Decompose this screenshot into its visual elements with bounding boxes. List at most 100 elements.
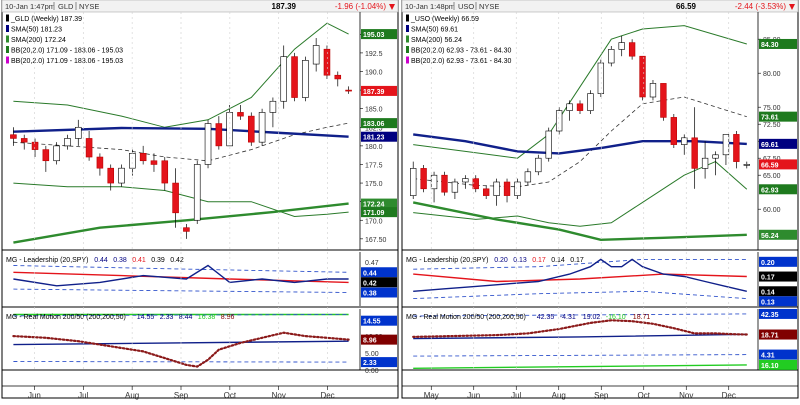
bb-middle-line (13, 122, 349, 162)
real-motion-legend-value: 18.71 (633, 314, 651, 321)
leadership-badge: 0.42 (361, 277, 397, 288)
price-badge: 183.06 (361, 118, 397, 129)
price-badge: 56.24 (759, 229, 797, 240)
price-tick-label: 60.00 (763, 207, 781, 214)
x-tick-label: Dec (722, 391, 736, 400)
leadership-ratio-line (413, 258, 747, 292)
real-motion-badge-bg (759, 359, 797, 370)
leadership-badge: 0.44 (361, 267, 397, 278)
real-motion-badge-bg (361, 334, 397, 345)
real-motion-badge-label: 14.55 (363, 319, 381, 326)
leadership-pane: MG - Leadership (20,SPY) 0.44 0.38 0.41 0.39… (2, 252, 398, 308)
leadership-legend-value: 0.17 (570, 257, 584, 264)
candle-body (472, 178, 479, 190)
legend-swatch (406, 25, 409, 32)
leadership-average-line (413, 273, 747, 283)
candle-body (639, 55, 646, 98)
real-motion-legend-value: -16.10 (606, 314, 626, 321)
price-badge: 181.23 (361, 131, 397, 142)
x-tick-label: Jul (511, 391, 521, 400)
x-tick-label: Jun (28, 391, 41, 400)
candle-body (129, 153, 136, 169)
leadership-legend: MG - Leadership (20,SPY) 0.44 0.38 0.41 0.39… (6, 257, 184, 264)
leadership-pane: MG - Leadership (20,SPY) 0.20 0.13 0.17 0.14… (402, 252, 798, 308)
real-motion-badge-label: 16.10 (761, 363, 779, 370)
chart-panel-uso: 10-Jan 1:48pm USO NYSE 66.59 -2.44 (-3.53%) 8… (401, 0, 799, 400)
leadership-legend-value: 0.13 (513, 257, 527, 264)
header-exchange: NYSE (479, 2, 499, 11)
price-badge-bg (759, 138, 797, 149)
candle-body (139, 153, 147, 162)
price-legend-item: SMA(50) 69.61 (411, 27, 458, 34)
price-badge-label: 171.09 (363, 210, 385, 217)
real-motion-legend-title: MG - Real Motion 200/50 (200,200,50) (406, 314, 526, 321)
candle-body (691, 137, 698, 169)
price-legend-item: _GLD (Weekly) 187.39 (10, 16, 82, 23)
candle-body (302, 60, 309, 98)
bb-lower-line (413, 161, 748, 227)
x-axis: Jun Jul Aug Sep Oct Nov Dec (2, 12, 398, 400)
leadership-lower-band (413, 290, 747, 300)
x-axis: May Jun Jul Aug Sep Oct Nov Dec (402, 12, 798, 400)
real-motion-badge: 8.96 (361, 334, 397, 345)
price-badge: 84.30 (759, 38, 797, 49)
price-badge-label: 172.24 (363, 202, 385, 209)
leadership-upper-band (13, 265, 349, 273)
leadership-badge-label: 0.20 (761, 260, 775, 267)
leadership-badge-bg (361, 277, 397, 288)
price-legend-item: _USO (Weekly) 66.59 (410, 16, 479, 23)
candle-body (291, 56, 298, 98)
down-arrow-icon (389, 4, 395, 10)
candle-body (649, 83, 657, 98)
leadership-badge-label: 0.44 (363, 270, 377, 277)
real-motion-badge-label: 2.33 (363, 360, 377, 367)
price-badge-bg (759, 111, 797, 122)
real-motion-legend-value: 14.55 (137, 314, 155, 321)
price-badge: 73.61 (759, 111, 797, 122)
real-motion-base-line (13, 340, 349, 346)
legend-swatch (6, 56, 9, 64)
price-legend-item: BB(20,2.0) 171.09 - 183.06 - 195.03 (11, 48, 123, 55)
price-legend-item: SMA(50) 181.23 (11, 27, 62, 34)
candle-body (524, 171, 532, 183)
real-motion-badge: 16.10 (759, 359, 797, 370)
price-badge-bg (361, 207, 397, 218)
candle-body (215, 123, 223, 147)
x-tick-label: Sep (594, 391, 609, 400)
candle-body (701, 157, 709, 169)
real-motion-pane: MG - Real Motion 200/50 (200,200,50) 14.5… (2, 309, 398, 375)
real-motion-legend-value: 8.44 (179, 314, 193, 321)
header-bar (401, 0, 799, 13)
leadership-legend-value: 0.20 (494, 257, 508, 264)
price-badge-label: 69.61 (761, 142, 779, 149)
real-motion-badge-bg (361, 357, 397, 368)
candle-body (312, 45, 320, 65)
candle-body (118, 167, 125, 184)
down-arrow-icon (789, 4, 795, 10)
price-badge: 66.59 (759, 159, 797, 170)
candle-body (483, 188, 490, 196)
leadership-badge-bg (759, 271, 797, 282)
candle-body (493, 181, 500, 196)
price-tick-label: 167.50 (365, 237, 387, 244)
real-motion-legend-value: -4.31 (560, 314, 576, 321)
leadership-badge-label: 0.14 (761, 289, 775, 296)
price-badge: 172.24 (361, 198, 397, 209)
price-badge: 171.09 (361, 207, 397, 218)
price-badge-label: 187.39 (363, 89, 385, 96)
candle-body (161, 160, 169, 184)
price-tick-label: 72.50 (763, 122, 781, 129)
price-tick-label: 177.5 (365, 162, 383, 169)
x-tick-label: Sep (174, 391, 189, 400)
real-motion-badge: 4.31 (759, 349, 797, 360)
bb-lower-line (13, 182, 349, 218)
real-motion-badge-bg (759, 329, 797, 340)
price-tick-label: 80.00 (763, 71, 781, 78)
candle-body (712, 154, 719, 159)
price-badge-bg (361, 85, 397, 96)
price-badge: 195.03 (361, 29, 397, 40)
leadership-badge-label: 0.13 (761, 299, 775, 306)
leadership-ratio-line (13, 264, 349, 287)
x-tick-label: Jun (467, 391, 480, 400)
candle-body (53, 145, 60, 162)
